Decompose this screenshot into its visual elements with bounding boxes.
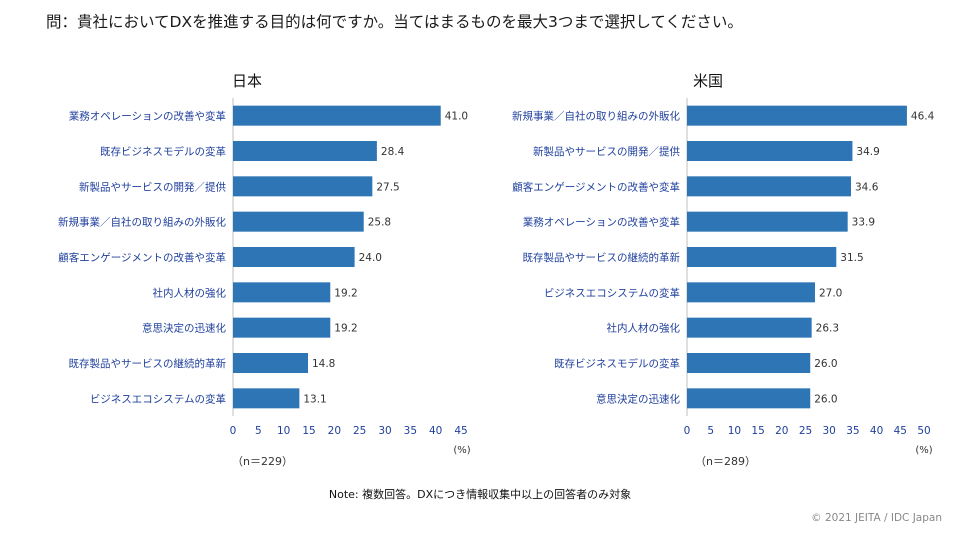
japan-unit-label: (%) — [453, 445, 470, 456]
us-value-label: 33.9 — [852, 217, 875, 229]
us-bar — [687, 353, 811, 373]
us-bar — [687, 211, 848, 232]
us-value-label: 31.5 — [840, 252, 863, 264]
japan-bar — [233, 282, 331, 303]
japan-category-label: ビジネスエコシステムの変革 — [90, 392, 226, 405]
japan-tick-label: 15 — [302, 425, 315, 437]
us-value-label: 26.0 — [814, 358, 837, 370]
japan-bar — [233, 388, 300, 409]
japan-category-label: 新規事業／自社の取り組みの外販化 — [58, 216, 226, 229]
japan-category-label: 社内人材の強化 — [153, 286, 227, 299]
japan-value-label: 19.2 — [334, 323, 357, 335]
us-tick-label: 35 — [846, 425, 859, 437]
us-tick-label: 30 — [823, 425, 836, 437]
us-bar — [687, 317, 812, 338]
japan-value-label: 13.1 — [303, 393, 326, 405]
us-tick-label: 20 — [775, 425, 788, 437]
japan-category-label: 意思決定の迅速化 — [142, 322, 226, 335]
japan-tick-label: 0 — [230, 425, 237, 437]
japan-value-label: 28.4 — [381, 146, 405, 158]
japan-value-label: 25.8 — [368, 217, 391, 229]
japan-tick-label: 35 — [404, 425, 417, 437]
us-tick-label: 0 — [684, 425, 691, 437]
us-chart-title: 米国 — [693, 72, 724, 90]
us-category-label: 顧客エンゲージメントの改善や変革 — [512, 180, 680, 193]
us-tick-label: 50 — [917, 425, 930, 437]
us-value-label: 26.3 — [816, 323, 839, 335]
us-value-label: 46.4 — [911, 111, 935, 123]
japan-bar — [233, 105, 441, 126]
japan-category-label: 新製品やサービスの開発／提供 — [79, 180, 226, 193]
japan-bar — [233, 317, 331, 338]
japan-category-label: 顧客エンゲージメントの改善や変革 — [58, 251, 226, 264]
japan-tick-label: 45 — [454, 425, 467, 437]
us-bar — [687, 105, 907, 126]
japan-tick-label: 20 — [328, 425, 341, 437]
japan-tick-label: 40 — [429, 425, 442, 437]
japan-bar — [233, 211, 364, 232]
question-text: 問：貴社においてDXを推進する目的は何ですか。当てはまるものを最大3つまで選択し… — [46, 13, 743, 31]
us-bar — [687, 282, 815, 303]
japan-value-label: 19.2 — [334, 287, 357, 299]
japan-category-label: 既存製品やサービスの継続的革新 — [69, 357, 227, 370]
us-category-label: 既存製品やサービスの継続的革新 — [523, 251, 681, 264]
japan-tick-label: 30 — [378, 425, 391, 437]
us-tick-label: 10 — [728, 425, 741, 437]
japan-bar — [233, 353, 308, 373]
copyright: © 2021 JEITA / IDC Japan — [811, 512, 942, 524]
us-value-label: 26.0 — [814, 393, 837, 405]
japan-bar — [233, 141, 377, 161]
us-value-label: 34.9 — [856, 146, 879, 158]
japan-value-label: 41.0 — [445, 111, 468, 123]
us-tick-label: 40 — [870, 425, 883, 437]
us-unit-label: (%) — [915, 445, 932, 456]
us-value-label: 34.6 — [855, 181, 879, 193]
japan-value-label: 27.5 — [376, 181, 399, 193]
us-category-label: 既存ビジネスモデルの変革 — [554, 357, 680, 370]
us-tick-label: 5 — [707, 425, 714, 437]
us-bar — [687, 388, 811, 409]
us-bar — [687, 247, 837, 267]
us-category-label: 新製品やサービスの開発／提供 — [533, 145, 680, 158]
us-category-label: 業務オペレーションの改善や変革 — [523, 216, 680, 229]
japan-tick-label: 25 — [353, 425, 366, 437]
us-category-label: 意思決定の迅速化 — [596, 392, 680, 405]
japan-sample-size: （n＝229） — [232, 455, 293, 468]
us-bar — [687, 141, 853, 161]
japan-bar — [233, 247, 355, 267]
japan-value-label: 14.8 — [312, 358, 335, 370]
us-category-label: ビジネスエコシステムの変革 — [544, 286, 680, 299]
japan-bar — [233, 176, 373, 197]
japan-tick-label: 5 — [255, 425, 262, 437]
us-category-label: 社内人材の強化 — [607, 322, 681, 335]
us-sample-size: （n＝289） — [695, 455, 756, 468]
us-tick-label: 45 — [894, 425, 907, 437]
japan-chart-title: 日本 — [232, 72, 263, 90]
us-category-label: 新規事業／自社の取り組みの外販化 — [512, 110, 680, 123]
us-value-label: 27.0 — [819, 287, 842, 299]
japan-category-label: 既存ビジネスモデルの変革 — [100, 145, 226, 158]
us-tick-label: 15 — [751, 425, 764, 437]
japan-category-label: 業務オペレーションの改善や変革 — [69, 110, 226, 123]
japan-tick-label: 10 — [277, 425, 290, 437]
us-bar — [687, 176, 852, 197]
us-tick-label: 25 — [799, 425, 812, 437]
footnote: Note: 複数回答。DXにつき情報収集中以上の回答者のみ対象 — [328, 488, 632, 501]
japan-value-label: 24.0 — [359, 252, 382, 264]
